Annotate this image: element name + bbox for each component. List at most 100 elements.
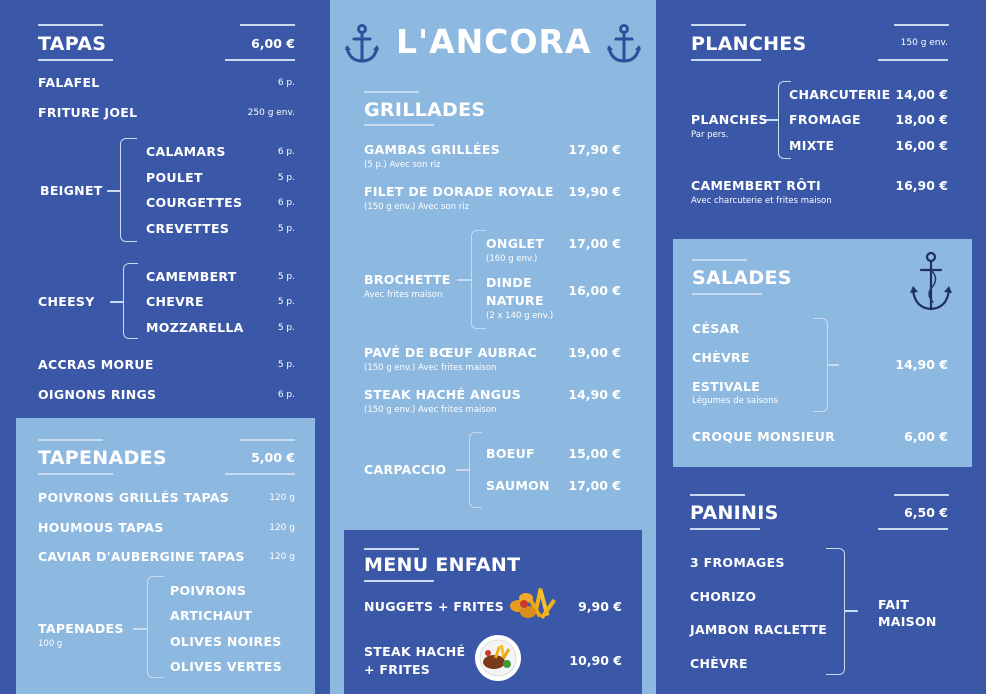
paninis-price: 6,50 € <box>904 505 948 520</box>
menu-item: CAVIAR D'AUBERGINE TAPAS <box>38 549 245 564</box>
brace <box>778 81 791 159</box>
menu-item: STEAK HACHÉ <box>364 644 466 659</box>
brace <box>147 576 164 678</box>
item-price: 15,00 € <box>568 446 621 461</box>
restaurant-name: L'ANCORA <box>396 22 592 61</box>
menu-item: JAMBON RACLETTE <box>690 622 828 637</box>
brace-tick <box>107 190 120 192</box>
brace <box>120 138 137 242</box>
menu-item: HOUMOUS TAPAS <box>38 520 164 535</box>
menu-enfant-panel: MENU ENFANT NUGGETS + FRITES 9,90 € STEA… <box>344 530 642 694</box>
menu-item: CHORIZO <box>690 589 757 604</box>
item-sub: (150 g env.) Avec frites maison <box>364 363 497 373</box>
menu-item: OIGNONS RINGS <box>38 387 157 402</box>
divider <box>691 24 746 26</box>
menu-item: CALAMARS <box>146 144 226 159</box>
divider <box>894 494 949 496</box>
menu-item: DINDE <box>486 275 532 290</box>
item-price: 9,90 € <box>578 599 622 614</box>
group-sub: 100 g <box>38 639 63 649</box>
brace-tick <box>827 364 839 366</box>
divider <box>692 259 747 261</box>
item-sub: (2 x 140 g env.) <box>486 311 554 321</box>
item-sub: Avec charcuterie et frites maison <box>691 196 832 206</box>
group-label-cheesy: CHEESY <box>38 294 95 309</box>
menu-item: SAUMON <box>486 478 550 493</box>
divider <box>364 580 434 582</box>
brace-tick <box>844 610 858 612</box>
brace-tick <box>133 628 147 630</box>
menu-item: 3 FROMAGES <box>690 555 785 570</box>
item-qty: 5 p. <box>277 272 295 282</box>
item-qty: 5 p. <box>277 360 295 370</box>
group-sub: Par pers. <box>691 130 729 140</box>
item-price: 6,00 € <box>904 429 948 444</box>
divider <box>225 59 295 61</box>
brace-tick <box>457 279 471 281</box>
menu-item: POULET <box>146 170 203 185</box>
tapas-title: TAPAS <box>38 33 107 55</box>
brace <box>471 230 486 329</box>
menu-item: CHEVRE <box>146 294 204 309</box>
item-price: 14,00 € <box>895 87 948 102</box>
menu-item: NATURE <box>486 293 544 308</box>
menu-item: OLIVES VERTES <box>170 659 283 674</box>
paninis-section: PANINIS 6,50 € 3 FROMAGES CHORIZO JAMBON… <box>656 467 986 694</box>
menu-item: POIVRONS GRILLÉS TAPAS <box>38 490 230 505</box>
item-qty: 5 p. <box>277 224 295 234</box>
steak-plate-image <box>475 635 521 681</box>
item-price: 14,90 € <box>568 387 621 402</box>
menu-item: ARTICHAUT <box>170 608 253 623</box>
item-price: 16,00 € <box>568 283 621 298</box>
item-qty: 6 p. <box>277 198 295 208</box>
item-qty: 5 p. <box>277 173 295 183</box>
brace-tick <box>456 469 469 471</box>
item-qty: 120 g <box>269 523 295 533</box>
item-qty: 150 g env. <box>900 38 948 48</box>
menu-item: + FRITES <box>364 662 431 677</box>
divider <box>38 59 113 61</box>
menu-item: CROQUE MONSIEUR <box>692 429 836 444</box>
divider <box>690 528 760 530</box>
item-price: 17,00 € <box>568 236 621 251</box>
menu-item: CHÈVRE <box>690 656 748 671</box>
brace <box>469 432 482 508</box>
item-qty: 5 p. <box>277 297 295 307</box>
item-sub: (150 g env.) Avec son riz <box>364 202 470 212</box>
grillades-title: GRILLADES <box>364 99 486 121</box>
divider <box>894 24 949 26</box>
menu-item: CHARCUTERIE <box>789 87 891 102</box>
menu-item: MOZZARELLA <box>146 320 244 335</box>
menu-item: GAMBAS GRILLÉES <box>364 142 500 157</box>
menu-item: ACCRAS MORUE <box>38 357 154 372</box>
item-qty: 120 g <box>269 493 295 503</box>
item-sub: (160 g env.) <box>486 254 538 264</box>
menu-item: STEAK HACHÉ ANGUS <box>364 387 522 402</box>
brace-tick <box>766 119 778 121</box>
anchor-icon <box>345 24 379 63</box>
divider <box>691 59 761 61</box>
item-price: 19,90 € <box>568 184 621 199</box>
item-price: 16,00 € <box>895 138 948 153</box>
divider <box>364 124 434 126</box>
divider <box>878 528 948 530</box>
divider <box>878 59 948 61</box>
item-qty: 120 g <box>269 552 295 562</box>
menu-item: ESTIVALE <box>692 379 761 394</box>
group-label-beignet: BEIGNET <box>40 183 103 198</box>
item-price: 18,00 € <box>895 112 948 127</box>
item-qty: 6 p. <box>277 78 295 88</box>
menu-item: CREVETTES <box>146 221 230 236</box>
panini-label: FAIT <box>878 597 910 612</box>
item-qty: 6 p. <box>277 390 295 400</box>
divider <box>364 548 419 550</box>
menu-item: CAMEMBERT <box>146 269 237 284</box>
anchor-icon <box>607 24 641 63</box>
menu-item: BOEUF <box>486 446 535 461</box>
item-qty: 250 g env. <box>247 108 295 118</box>
menu-item: NUGGETS + FRITES <box>364 599 505 614</box>
planches-title: PLANCHES <box>691 33 807 55</box>
item-price: 16,90 € <box>895 178 948 193</box>
tapas-price: 6,00 € <box>251 36 295 51</box>
menu-item: POIVRONS <box>170 583 247 598</box>
